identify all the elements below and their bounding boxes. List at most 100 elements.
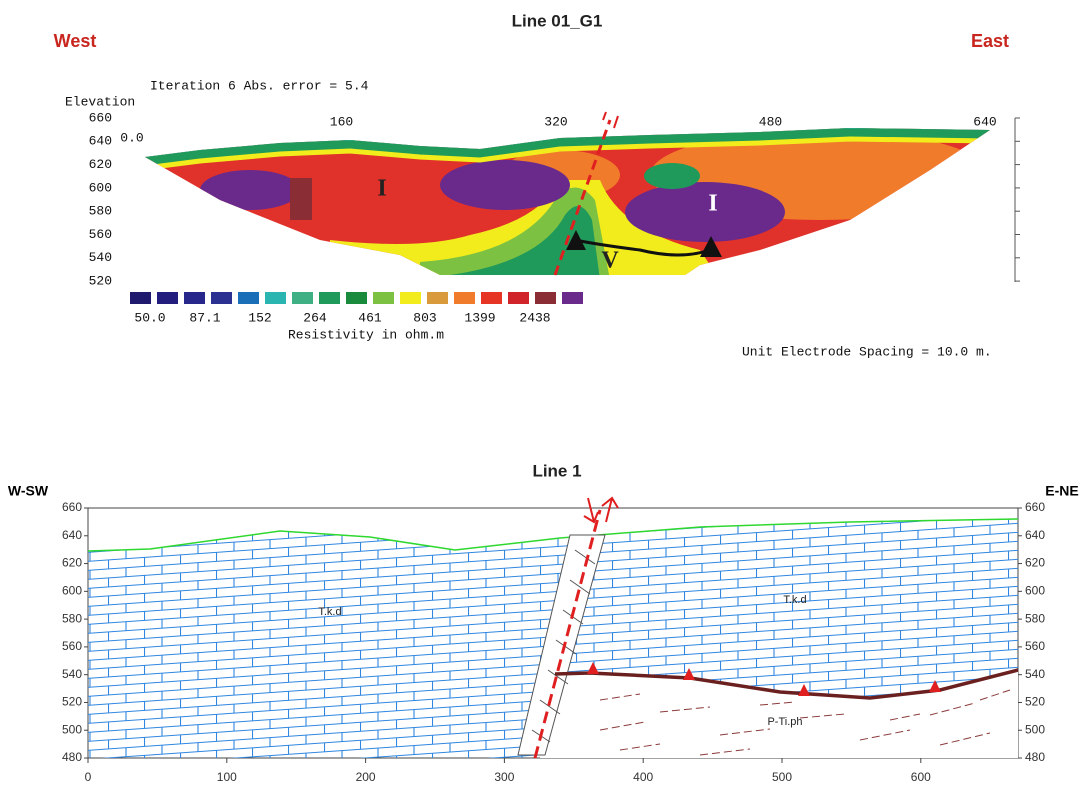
x-tick-label: 400 <box>633 770 653 784</box>
colorbar-label: 803 <box>413 310 436 325</box>
colorbar-swatch <box>562 292 583 304</box>
x-tick-label: 0.0 <box>120 130 143 145</box>
fault-line <box>533 509 602 759</box>
zone-label: I <box>708 191 717 217</box>
zone <box>330 180 720 275</box>
colorbar-swatch <box>535 292 556 304</box>
y-tick-label: 660 <box>89 110 112 125</box>
west-label: West <box>54 31 97 51</box>
y-tick-label-right: 500 <box>1025 722 1045 736</box>
zone <box>290 178 312 220</box>
colorbar-swatch <box>130 292 151 304</box>
y-tick-label: 640 <box>89 134 112 149</box>
y-tick-label-right: 620 <box>1025 556 1045 570</box>
zone <box>200 170 300 210</box>
fault-arrows <box>583 496 619 524</box>
x-tick-label: 200 <box>356 770 376 784</box>
colorbar-swatch <box>373 292 394 304</box>
zone-label: I <box>377 176 386 202</box>
y-tick-label-right: 540 <box>1025 667 1045 681</box>
fault-zone <box>517 534 606 756</box>
colorbar-label: 2438 <box>519 310 550 325</box>
y-tick-label: 600 <box>89 180 112 195</box>
colorbar-swatch <box>238 292 259 304</box>
y-tick-label: 520 <box>62 695 82 709</box>
y-tick-label-right: 580 <box>1025 611 1045 625</box>
x-tick-label: 640 <box>973 114 996 129</box>
zone <box>450 206 600 275</box>
y-tick-label-right: 520 <box>1025 695 1045 709</box>
left-label: W-SW <box>8 483 49 499</box>
near-surface-band <box>145 136 990 171</box>
x-tick-label: 600 <box>911 770 931 784</box>
colorbar-label: 1399 <box>464 310 495 325</box>
resistivity-section <box>145 128 990 275</box>
lower-unit <box>540 670 1018 758</box>
y-tick-label: 500 <box>62 722 82 736</box>
x-tick-label: 320 <box>544 114 567 129</box>
y-tick-label: 620 <box>89 157 112 172</box>
y-tick-label: 560 <box>62 639 82 653</box>
spacing-note: Unit Electrode Spacing = 10.0 m. <box>742 344 992 359</box>
right-label: E-NE <box>1045 483 1078 499</box>
zone <box>644 163 700 189</box>
y-tick-label-right: 660 <box>1025 500 1045 514</box>
y-tick-label-right: 560 <box>1025 639 1045 653</box>
unit-label: P-Ti.ph <box>767 716 802 728</box>
zone <box>440 160 570 210</box>
colorbar-swatch <box>508 292 529 304</box>
colorbar-label: 461 <box>358 310 382 325</box>
y-tick-label: 600 <box>62 584 82 598</box>
y-tick-label: 560 <box>89 227 112 242</box>
x-tick-label: 100 <box>217 770 237 784</box>
iteration-note: Iteration 6 Abs. error = 5.4 <box>150 78 369 93</box>
y-tick-label: 480 <box>62 750 82 764</box>
thrust-triangles <box>566 230 722 257</box>
fault-line <box>553 119 612 276</box>
fault-arrows <box>602 111 619 129</box>
y-tick-label: 580 <box>89 204 112 219</box>
unit-label: T.k.d <box>783 594 806 606</box>
y-tick-label-right: 600 <box>1025 584 1045 598</box>
colorbar-swatch <box>427 292 448 304</box>
schist-dashes <box>599 689 1011 756</box>
zone-label: V <box>601 248 619 274</box>
colorbar-title: Resistivity in ohm.m <box>288 327 444 342</box>
colorbar-label: 50.0 <box>134 310 165 325</box>
x-tick-label: 160 <box>330 114 353 129</box>
title: Line 01_G1 <box>512 11 603 30</box>
ground-surface <box>87 518 1019 552</box>
y-tick-label: 520 <box>89 274 112 289</box>
east-label: East <box>971 31 1009 51</box>
y-tick-label: 540 <box>89 250 112 265</box>
colorbar-swatch <box>211 292 232 304</box>
colorbar-swatch <box>184 292 205 304</box>
colorbar-label: 264 <box>303 310 327 325</box>
x-tick-label: 0 <box>85 770 92 784</box>
y-tick-label: 580 <box>62 611 82 625</box>
unit-label: T.k.d <box>318 606 341 618</box>
colorbar-swatch <box>292 292 313 304</box>
x-tick-label: 480 <box>759 114 782 129</box>
colorbar-swatch <box>157 292 178 304</box>
colorbar-swatch <box>319 292 340 304</box>
colorbar-label: 152 <box>248 310 271 325</box>
colorbar-label: 87.1 <box>189 310 220 325</box>
y-tick-label: 640 <box>62 528 82 542</box>
colorbar-swatch <box>454 292 475 304</box>
y-tick-label: 660 <box>62 500 82 514</box>
colorbar-swatch <box>265 292 286 304</box>
y-tick-label-right: 640 <box>1025 528 1045 542</box>
colorbar-swatch <box>400 292 421 304</box>
colorbar-swatch <box>481 292 502 304</box>
zone <box>625 182 785 242</box>
x-tick-label: 300 <box>494 770 514 784</box>
y-axis-title: Elevation <box>65 94 135 109</box>
y-tick-label-right: 480 <box>1025 750 1045 764</box>
colorbar-swatch <box>346 292 367 304</box>
contact-line <box>574 238 711 257</box>
y-tick-label: 620 <box>62 556 82 570</box>
y-tick-label: 540 <box>62 667 82 681</box>
x-tick-label: 500 <box>772 770 792 784</box>
